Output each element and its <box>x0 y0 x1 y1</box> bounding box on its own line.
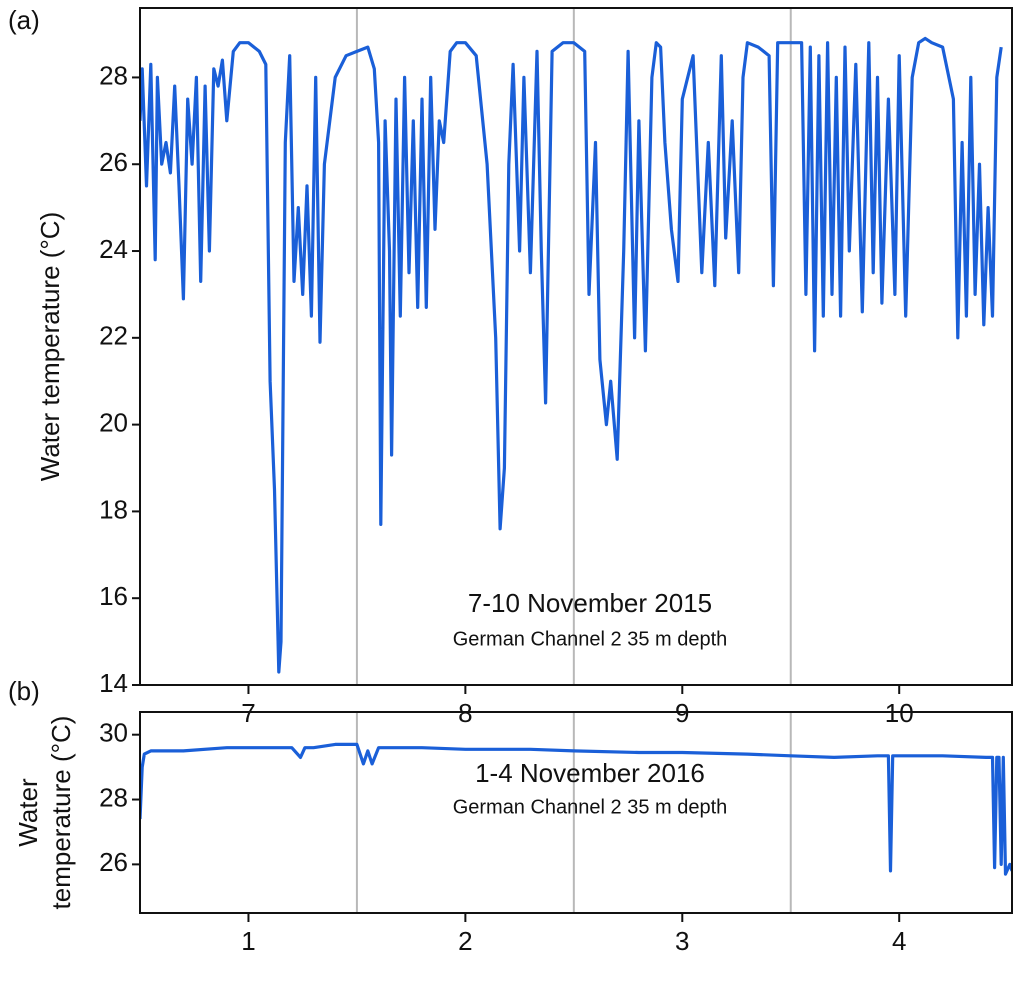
y-tick-label: 30 <box>99 718 128 748</box>
temperature-line <box>140 742 1012 876</box>
y-tick-label: 28 <box>99 782 128 812</box>
chart-subtitle: German Channel 2 35 m depth <box>453 628 728 650</box>
chart-title: 1-4 November 2016 <box>475 758 705 788</box>
y-axis-label: Water temperature (°C) <box>35 212 65 482</box>
panel-label: (b) <box>8 676 40 706</box>
x-tick-label: 4 <box>892 926 906 956</box>
plot-frame <box>139 7 1013 686</box>
plot-frame <box>139 711 1013 914</box>
y-tick-label: 14 <box>99 668 128 698</box>
y-tick-label: 24 <box>99 234 128 264</box>
y-tick-label: 20 <box>99 407 128 437</box>
y-tick-label: 16 <box>99 581 128 611</box>
y-tick-label: 26 <box>99 147 128 177</box>
y-tick-label: 18 <box>99 494 128 524</box>
y-tick-label: 22 <box>99 321 128 351</box>
y-axis-label: Water <box>13 778 43 847</box>
y-tick-label: 26 <box>99 847 128 877</box>
x-tick-label: 1 <box>241 926 255 956</box>
chart-title: 7-10 November 2015 <box>468 588 712 618</box>
y-tick-label: 28 <box>99 60 128 90</box>
x-tick-label: 2 <box>458 926 472 956</box>
temperature-line <box>140 36 1003 674</box>
panel-label: (a) <box>8 5 40 35</box>
x-tick-label: 3 <box>675 926 689 956</box>
chart-subtitle: German Channel 2 35 m depth <box>453 796 728 818</box>
y-axis-label: temperature (°C) <box>46 716 76 910</box>
